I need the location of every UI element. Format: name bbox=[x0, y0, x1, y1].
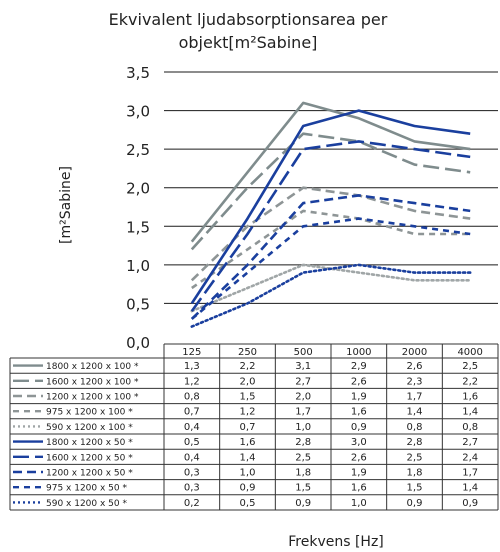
table-cell-value: 1,4 bbox=[462, 407, 478, 418]
y-tick-label: 3,5 bbox=[126, 64, 150, 82]
y-tick-label: 0,0 bbox=[126, 334, 150, 352]
table-cell-value: 0,5 bbox=[240, 498, 256, 509]
table-cell-value: 0,2 bbox=[184, 498, 200, 509]
x-category-label: 1000 bbox=[346, 347, 371, 358]
table-cell-value: 2,8 bbox=[407, 437, 423, 448]
table-cell-value: 0,8 bbox=[184, 392, 200, 403]
table-cell-value: 0,9 bbox=[462, 498, 478, 509]
legend-label-7: 1600 x 1200 x 50 * bbox=[46, 453, 133, 463]
x-category-label: 500 bbox=[294, 347, 313, 358]
table-cell-value: 0,7 bbox=[240, 422, 256, 433]
table-cell-value: 1,9 bbox=[351, 392, 367, 403]
legend-label-3: 1200 x 1200 x 100 * bbox=[46, 393, 139, 403]
series-line-5 bbox=[190, 263, 472, 313]
legend-label-9: 975 x 1200 x 50 * bbox=[46, 484, 127, 494]
y-tick-label: 3,0 bbox=[126, 103, 150, 121]
table-cell-value: 1,6 bbox=[240, 437, 256, 448]
table-cell-value: 1,2 bbox=[240, 407, 256, 418]
table-cell-value: 2,3 bbox=[407, 376, 423, 387]
table-cell-value: 2,2 bbox=[462, 376, 478, 387]
table-cell-value: 2,6 bbox=[407, 361, 423, 372]
legend-label-6: 1800 x 1200 x 50 * bbox=[46, 438, 133, 448]
table-cell-value: 0,9 bbox=[240, 483, 256, 494]
x-category-label: 4000 bbox=[457, 347, 482, 358]
table-cell-value: 2,0 bbox=[240, 376, 256, 387]
table-cell-value: 0,5 bbox=[184, 437, 200, 448]
table-cell-value: 3,0 bbox=[351, 437, 367, 448]
table-cell-value: 1,5 bbox=[295, 483, 311, 494]
table-cell-value: 2,6 bbox=[351, 452, 367, 463]
table-cell-value: 1,4 bbox=[240, 452, 256, 463]
series-line-9 bbox=[190, 217, 471, 320]
y-tick-label: 1,0 bbox=[126, 257, 150, 275]
table-cell-value: 1,0 bbox=[351, 498, 367, 509]
table-cell-value: 2,8 bbox=[295, 437, 311, 448]
series-line-6 bbox=[190, 109, 471, 305]
series-line-2 bbox=[190, 132, 471, 251]
series-line-4 bbox=[191, 209, 471, 290]
table-cell-value: 2,5 bbox=[407, 452, 423, 463]
table-cell-value: 1,7 bbox=[462, 468, 478, 479]
table-cell-value: 0,8 bbox=[407, 422, 423, 433]
table-cell-value: 1,9 bbox=[351, 468, 367, 479]
table-cell-value: 2,6 bbox=[351, 376, 367, 387]
table-cell-value: 1,0 bbox=[240, 468, 256, 479]
y-tick-label: 1,5 bbox=[126, 218, 150, 236]
table-cell-value: 1,4 bbox=[462, 483, 478, 494]
table-cell-value: 2,7 bbox=[295, 376, 311, 387]
table-cell-value: 2,5 bbox=[295, 452, 311, 463]
table-cell-value: 1,7 bbox=[407, 392, 423, 403]
table-cell-value: 1,0 bbox=[295, 422, 311, 433]
y-tick-label: 0,5 bbox=[126, 295, 150, 313]
table-cell-value: 1,2 bbox=[184, 376, 200, 387]
table-cell-value: 0,3 bbox=[184, 483, 200, 494]
table-cell-value: 1,5 bbox=[240, 392, 256, 403]
table-cell-value: 1,6 bbox=[351, 407, 367, 418]
table-cell-value: 2,4 bbox=[462, 452, 478, 463]
x-axis-label: Frekvens [Hz] bbox=[288, 534, 384, 550]
legend-label-10: 590 x 1200 x 50 * bbox=[46, 499, 127, 509]
table-cell-value: 0,4 bbox=[184, 422, 200, 433]
table-cell-value: 2,5 bbox=[462, 361, 478, 372]
table-cell-value: 1,6 bbox=[462, 392, 478, 403]
legend-label-5: 590 x 1200 x 100 * bbox=[46, 423, 133, 433]
series-line-1 bbox=[190, 101, 471, 243]
table-cell-value: 1,4 bbox=[407, 407, 423, 418]
table-cell-value: 1,3 bbox=[184, 361, 200, 372]
legend-label-4: 975 x 1200 x 100 * bbox=[46, 408, 133, 418]
y-axis-label: [m²Sabine] bbox=[58, 166, 74, 244]
series-line-7 bbox=[190, 140, 471, 312]
legend-label-2: 1600 x 1200 x 100 * bbox=[46, 377, 139, 387]
series-line-3 bbox=[190, 186, 471, 282]
x-category-label: 2000 bbox=[402, 347, 427, 358]
table-cell-value: 2,2 bbox=[240, 361, 256, 372]
series-line-10 bbox=[190, 263, 472, 328]
x-category-label: 250 bbox=[238, 347, 257, 358]
table-cell-value: 0,9 bbox=[351, 422, 367, 433]
table-cell-value: 2,0 bbox=[295, 392, 311, 403]
table-cell-value: 2,7 bbox=[462, 437, 478, 448]
table-cell-value: 0,9 bbox=[407, 498, 423, 509]
table-cell-value: 0,7 bbox=[184, 407, 200, 418]
table-cell-value: 1,8 bbox=[407, 468, 423, 479]
legend-label-1: 1800 x 1200 x 100 * bbox=[46, 362, 139, 372]
table-cell-value: 0,8 bbox=[462, 422, 478, 433]
table-cell-value: 0,3 bbox=[184, 468, 200, 479]
series-line-8 bbox=[190, 194, 471, 320]
y-tick-label: 2,0 bbox=[126, 180, 150, 198]
table-cell-value: 0,9 bbox=[295, 498, 311, 509]
table-cell-value: 0,4 bbox=[184, 452, 200, 463]
chart-title-line-2: objekt[m²Sabine] bbox=[179, 33, 318, 52]
table-cell-value: 1,6 bbox=[351, 483, 367, 494]
table-cell-value: 3,1 bbox=[295, 361, 311, 372]
table-cell-value: 1,7 bbox=[295, 407, 311, 418]
table-cell-value: 1,8 bbox=[295, 468, 311, 479]
y-tick-label: 2,5 bbox=[126, 141, 150, 159]
table-cell-value: 1,5 bbox=[407, 483, 423, 494]
x-category-label: 125 bbox=[182, 347, 201, 358]
table-cell-value: 2,9 bbox=[351, 361, 367, 372]
legend-label-8: 1200 x 1200 x 50 * bbox=[46, 469, 133, 479]
chart-title-line-1: Ekvivalent ljudabsorptionsarea per bbox=[109, 10, 388, 29]
